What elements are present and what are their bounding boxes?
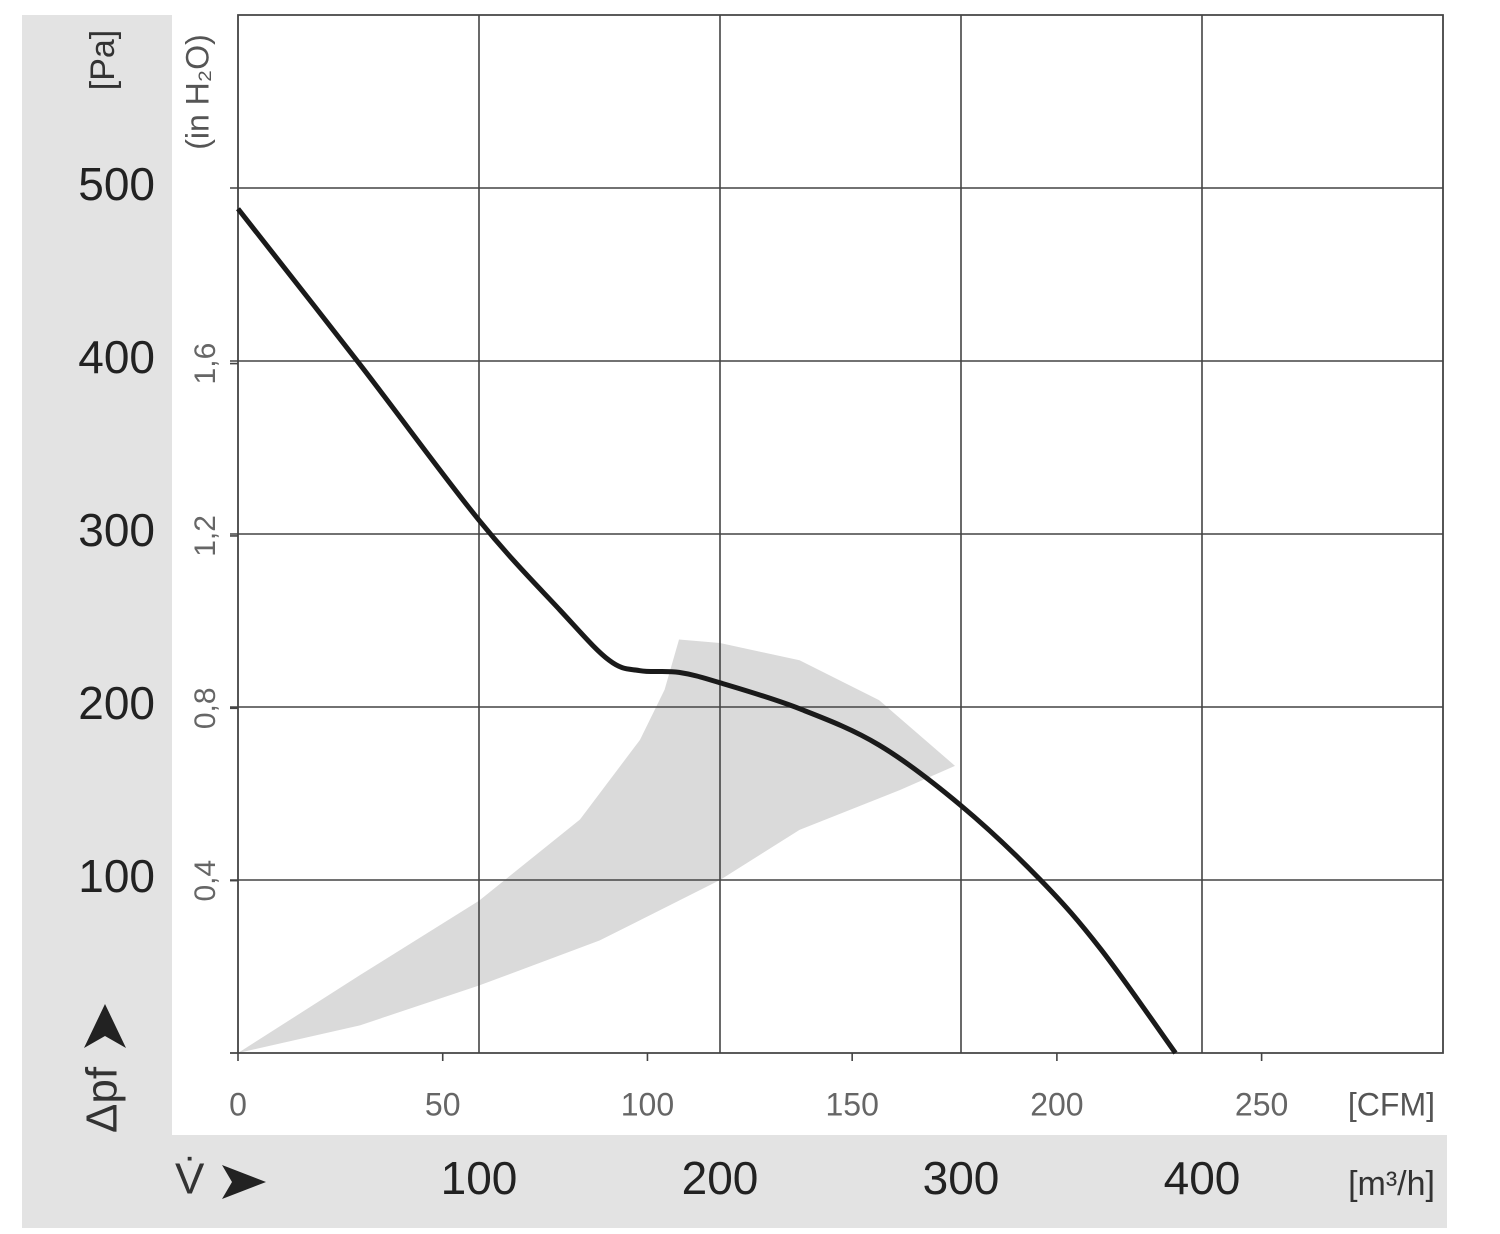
y-label: [Pa] <box>84 30 122 90</box>
fan-curve <box>236 207 1178 1055</box>
x2-tick-label: 200 <box>1030 1086 1083 1122</box>
y-tick-label: 100 <box>78 850 155 902</box>
y2-tick-label: 1,2 <box>189 515 222 557</box>
y2-tick-label: 0,4 <box>189 860 222 902</box>
y-tick-label: 300 <box>78 504 155 556</box>
x2-tick-label: 50 <box>425 1086 461 1122</box>
x2-tick-label: 150 <box>825 1086 878 1122</box>
x-label: [m³/h] <box>1348 1165 1435 1203</box>
y2-tick-label: 1,6 <box>189 343 222 385</box>
x-tick-label: 100 <box>441 1152 518 1204</box>
operating-area <box>238 639 955 1053</box>
x2-label: [CFM] <box>1348 1086 1435 1122</box>
x-arrow <box>222 1165 266 1199</box>
x-tick-label: 300 <box>923 1152 1000 1204</box>
y2-tick-label: 0,8 <box>189 687 222 729</box>
y-title: Δpf <box>78 1066 127 1133</box>
y-tick-label: 200 <box>78 677 155 729</box>
x2-tick-label: 250 <box>1235 1086 1288 1122</box>
plot-frame <box>230 14 1444 1054</box>
x-tick-label: 200 <box>682 1152 759 1204</box>
y-tick-label: 400 <box>78 331 155 383</box>
x-tick-label: 400 <box>1164 1152 1241 1204</box>
x-title: V̇ <box>175 1155 205 1204</box>
y-arrow <box>84 1004 126 1048</box>
y2-label: (in H₂O) <box>179 34 215 150</box>
y-tick-label: 500 <box>78 158 155 210</box>
x2-tick-label: 0 <box>229 1086 247 1122</box>
x2-tick-label: 100 <box>621 1086 674 1122</box>
